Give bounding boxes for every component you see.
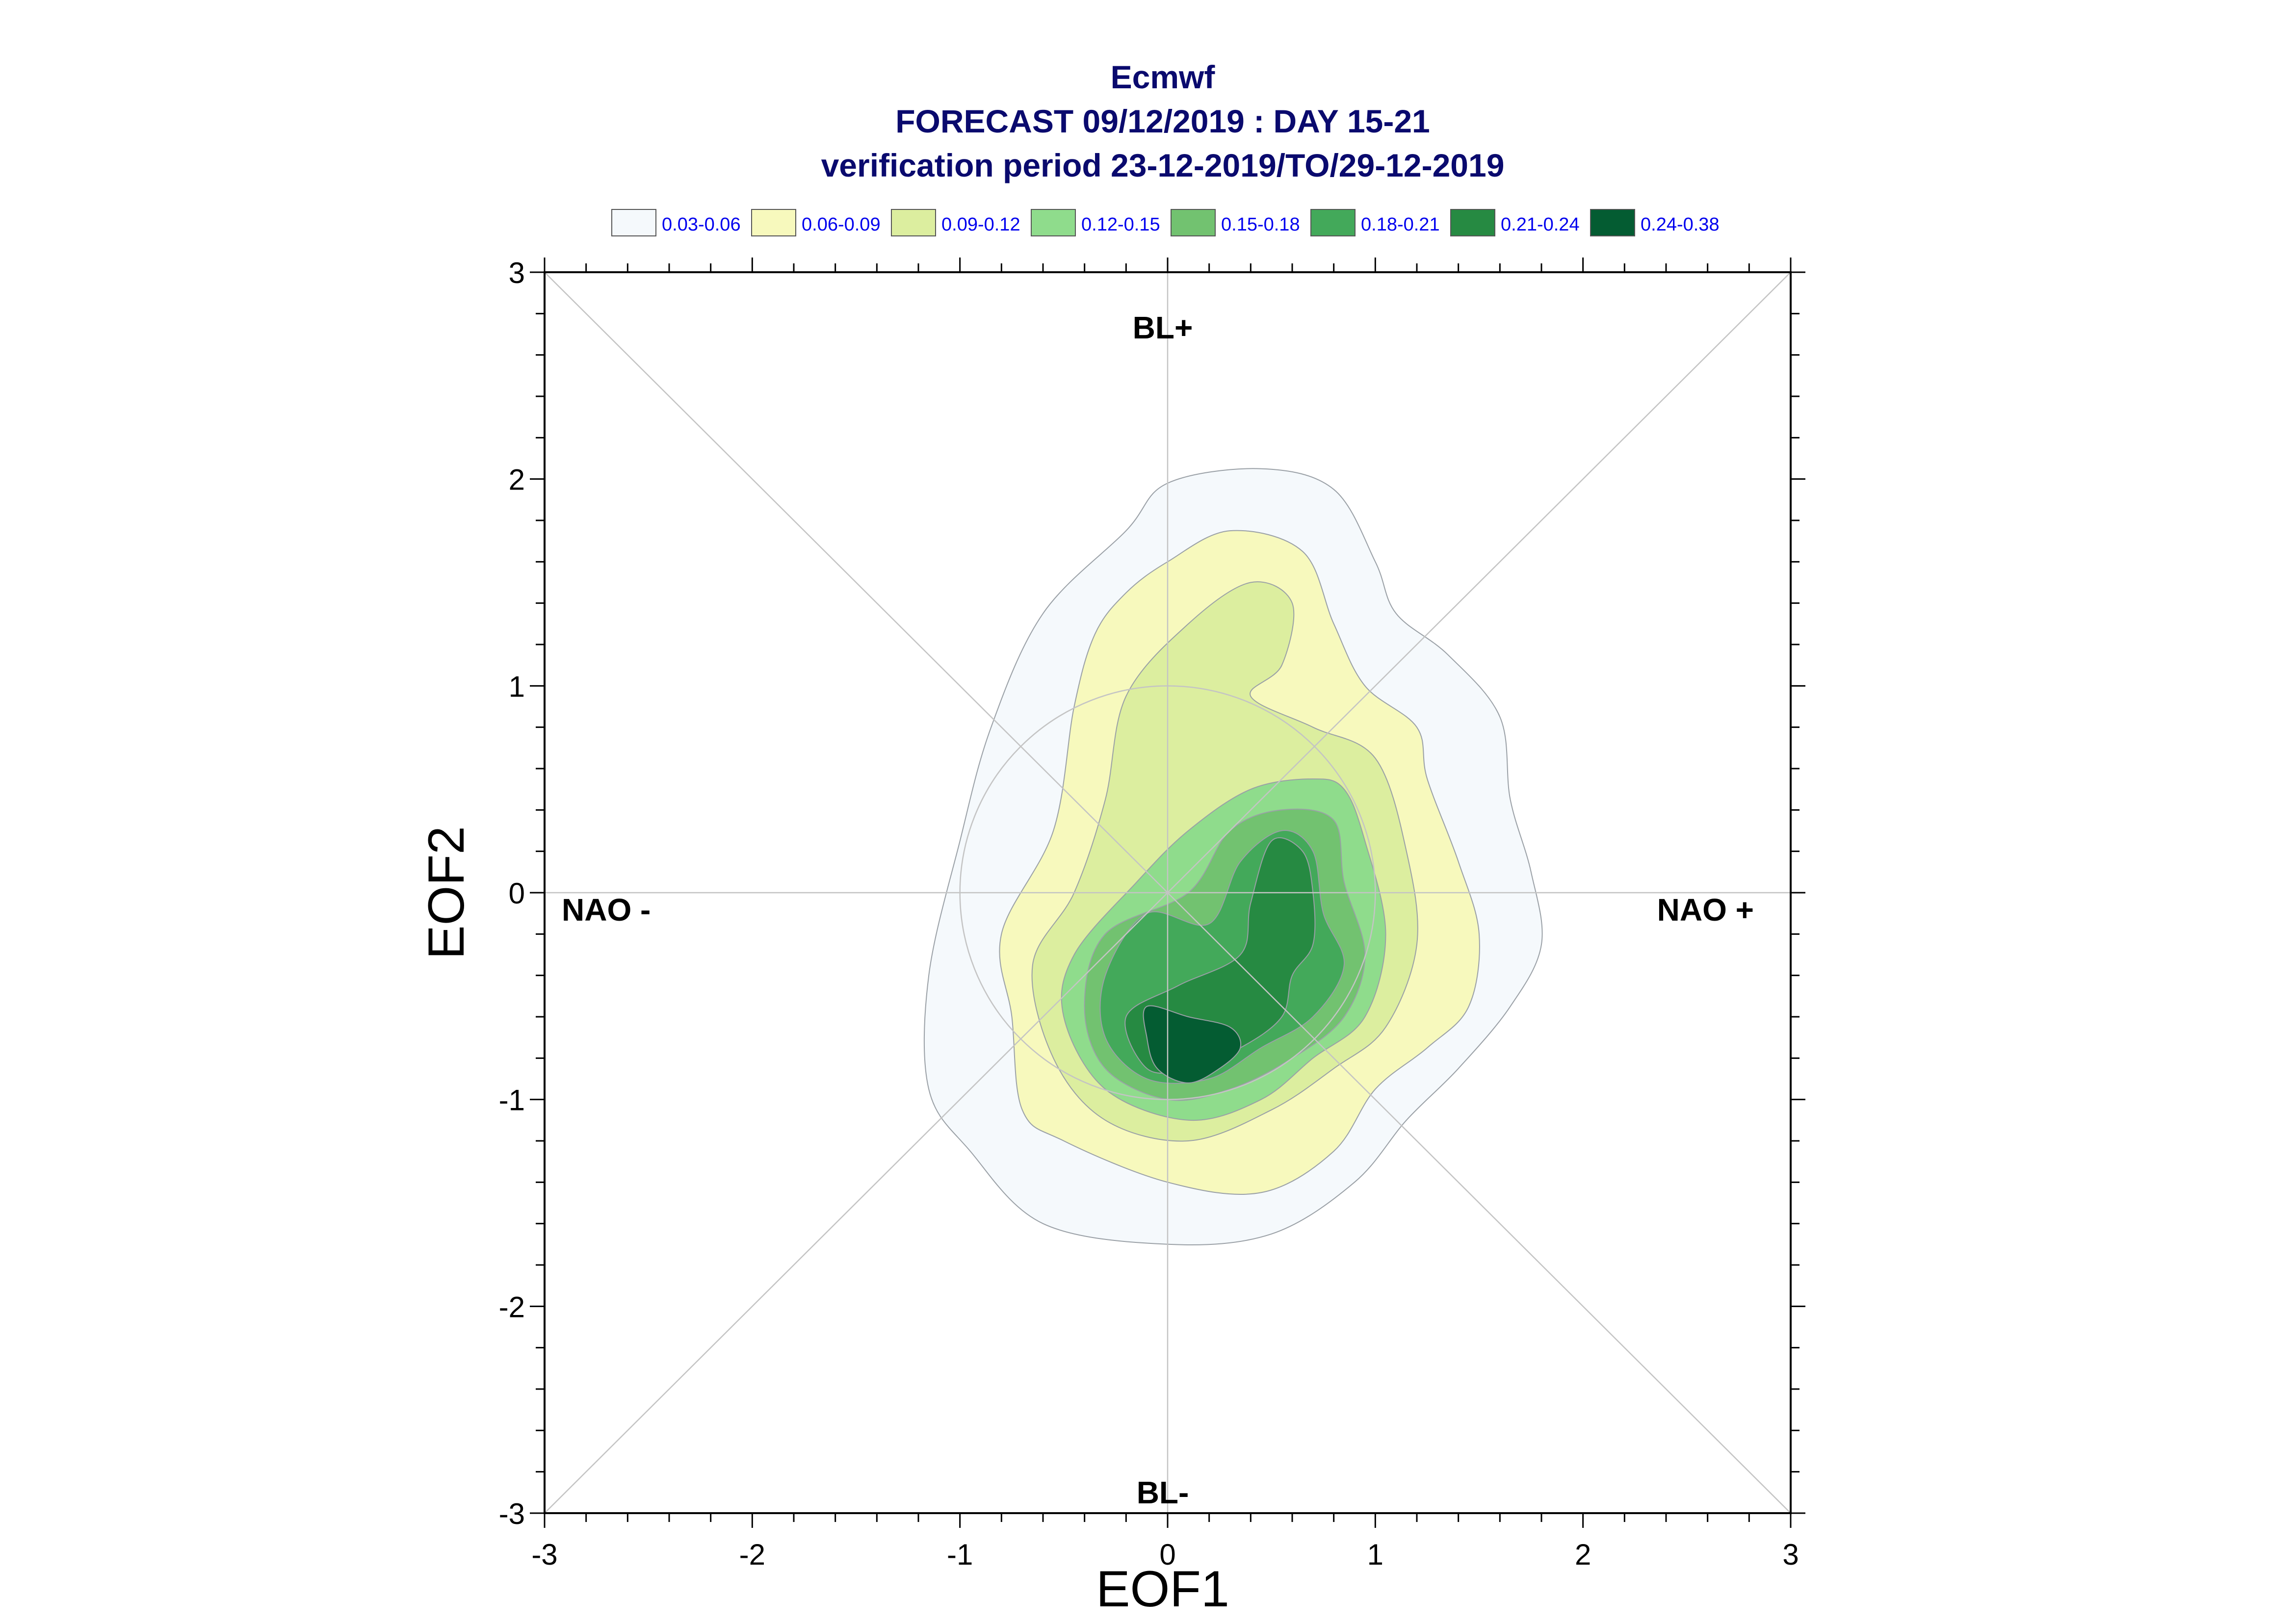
y-axis-title: EOF2 [418, 826, 475, 959]
contour-fills [923, 468, 1543, 1245]
x-tick-label: 2 [1575, 1538, 1591, 1571]
x-tick-label: -3 [531, 1538, 557, 1571]
reference-circle [959, 685, 1376, 1100]
legend-label-6: 0.18-0.21 [1361, 214, 1440, 235]
y-tick-label: -3 [499, 1497, 525, 1530]
legend-label-4: 0.12-0.15 [1081, 214, 1160, 235]
regime-label-nao-plus: NAO + [1657, 892, 1754, 928]
x-tick-label: 3 [1782, 1538, 1799, 1571]
legend-label-7: 0.21-0.24 [1501, 214, 1580, 235]
legend-swatch-5 [1171, 209, 1216, 236]
y-tick-label: -2 [499, 1290, 525, 1323]
legend: 0.03-0.06 0.06-0.09 0.09-0.12 0.12-0.15 0.15… [611, 209, 1720, 236]
legend-swatch-2 [751, 209, 796, 236]
regime-label-bl-minus: BL- [1137, 1475, 1189, 1510]
legend-label-1: 0.03-0.06 [662, 214, 741, 235]
legend-swatch-6 [1310, 209, 1356, 236]
legend-swatch-4 [1031, 209, 1076, 236]
legend-label-8: 0.24-0.38 [1641, 214, 1720, 235]
legend-label-3: 0.09-0.12 [941, 214, 1020, 235]
title-line-1: Ecmwf [1111, 59, 1216, 95]
x-axis-title: EOF1 [1096, 1561, 1229, 1618]
guide-lines [544, 272, 1791, 1514]
x-tick-label: 0 [1159, 1538, 1175, 1571]
legend-swatch-8 [1590, 209, 1635, 236]
legend-swatch-3 [891, 209, 936, 236]
chart-title: Ecmwf FORECAST 09/12/2019 : DAY 15-21 ve… [821, 59, 1505, 183]
x-tick-label: 1 [1367, 1538, 1383, 1571]
y-tick-label: 3 [509, 257, 525, 289]
title-line-3: verification period 23-12-2019/TO/29-12-… [821, 147, 1505, 183]
regime-label-nao-minus: NAO - [562, 892, 651, 928]
y-tick-label: 0 [509, 877, 525, 910]
legend-label-2: 0.06-0.09 [802, 214, 881, 235]
y-tick-label: -1 [499, 1084, 525, 1117]
axis-ticks: -3 -2 -1 0 1 2 3 -3 -2 -1 0 1 2 3 [499, 257, 1805, 1571]
legend-swatch-1 [611, 209, 656, 236]
x-tick-label: -2 [739, 1538, 765, 1571]
y-tick-label: 2 [509, 464, 525, 496]
plot-area: -3 -2 -1 0 1 2 3 -3 -2 -1 0 1 2 3 [499, 257, 1805, 1571]
legend-label-5: 0.15-0.18 [1221, 214, 1300, 235]
legend-swatch-7 [1450, 209, 1495, 236]
regime-label-bl-plus: BL+ [1133, 310, 1193, 345]
y-tick-label: 1 [509, 670, 525, 703]
x-tick-label: -1 [947, 1538, 973, 1571]
title-line-2: FORECAST 09/12/2019 : DAY 15-21 [895, 103, 1430, 139]
